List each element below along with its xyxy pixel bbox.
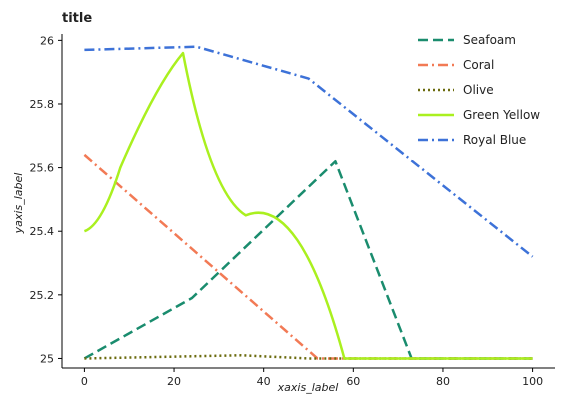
x-axis-title: xaxis_label [277, 381, 339, 394]
y-axis-title: yaxis_label [12, 173, 25, 235]
x-tick-label: 20 [167, 375, 181, 388]
y-tick-label: 25 [40, 352, 54, 365]
y-tick-label: 26 [40, 34, 54, 47]
y-tick-label: 25.4 [30, 225, 55, 238]
legend-label: Royal Blue [463, 133, 526, 147]
legend-label: Green Yellow [463, 108, 540, 122]
x-tick-label: 60 [346, 375, 360, 388]
legend: Seafoam Coral Olive Green Yellow Royal Blue [412, 28, 552, 160]
x-tick-label: 40 [257, 375, 271, 388]
y-tick-label: 25.6 [30, 162, 55, 175]
x-tick-label: 80 [436, 375, 450, 388]
x-tick-label: 0 [81, 375, 88, 388]
legend-label: Seafoam [463, 33, 516, 47]
y-tick-label: 25.8 [30, 98, 55, 111]
x-tick-label: 100 [522, 375, 543, 388]
chart-title: title [62, 11, 92, 26]
legend-label: Olive [463, 83, 494, 97]
y-axis: 25 25.2 25.4 25.6 25.8 26 [30, 34, 63, 365]
legend-label: Coral [463, 58, 494, 72]
y-tick-label: 25.2 [30, 289, 55, 302]
